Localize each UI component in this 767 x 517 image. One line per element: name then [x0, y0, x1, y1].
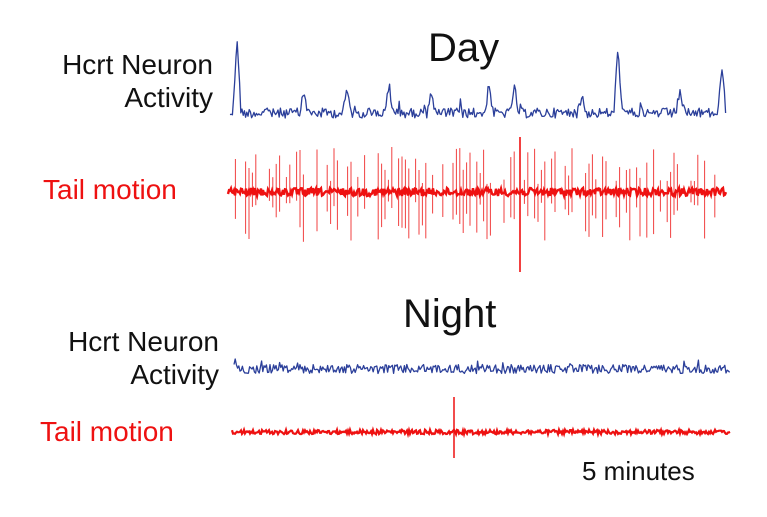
day-tail-label: Tail motion: [43, 174, 177, 205]
day-neuron-label: Hcrt Neuron Activity: [62, 48, 213, 114]
day-tail-trace: [226, 183, 728, 201]
night-tail-trace: [230, 426, 731, 439]
night-neuron-trace: [233, 358, 731, 375]
night-title: Night: [403, 292, 497, 336]
day-tail-spikes: [234, 137, 716, 272]
night-neuron-label-line2: Activity: [130, 359, 219, 391]
day-title: Day: [428, 26, 500, 70]
scale-bar-label: 5 minutes: [582, 456, 695, 486]
night-tail-label: Tail motion: [40, 416, 174, 447]
day-neuron-trace: [229, 41, 727, 119]
night-neuron-label: Hcrt Neuron Activity: [68, 325, 219, 391]
day-neuron-label-line2: Activity: [124, 82, 213, 114]
day-neuron-label-line1: Hcrt Neuron: [62, 49, 213, 80]
night-neuron-label-line1: Hcrt Neuron: [68, 326, 219, 357]
